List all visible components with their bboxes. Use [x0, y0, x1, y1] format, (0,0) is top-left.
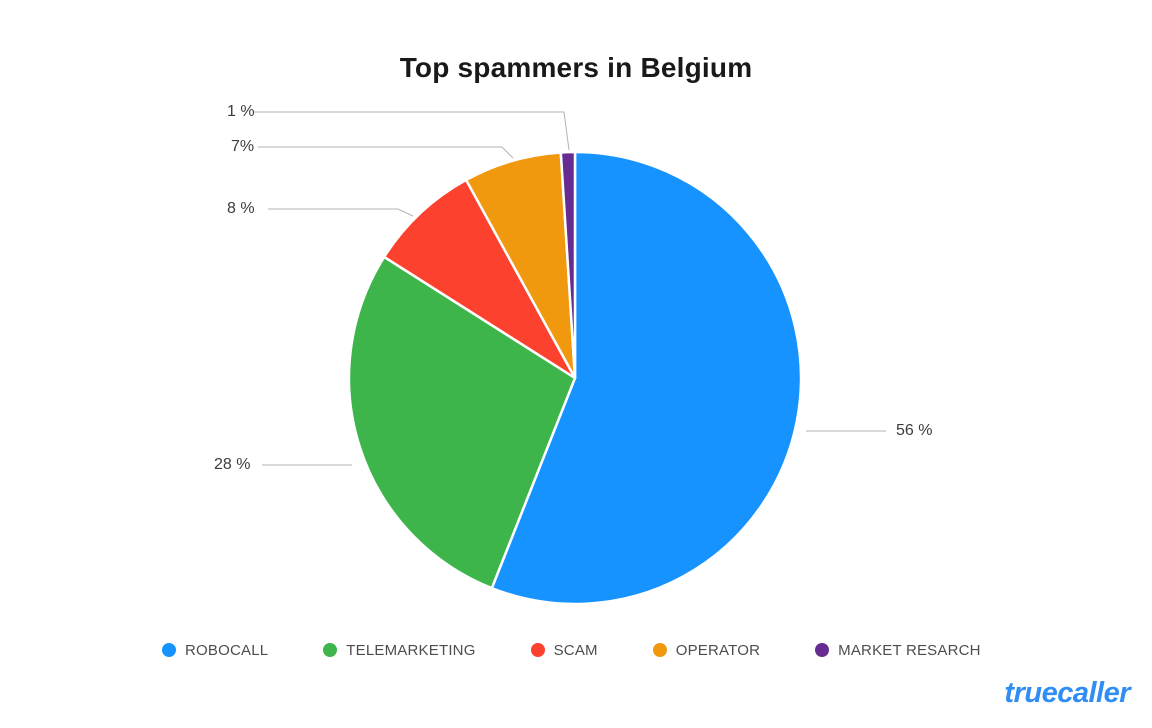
legend-label-scam: SCAM: [553, 641, 598, 659]
legend-item-scam[interactable]: SCAM: [530, 641, 598, 659]
truecaller-logo: truecaller: [1004, 677, 1130, 709]
pct-label-scam: 8 %: [227, 200, 255, 217]
pie-slice-robocall[interactable]: [490, 150, 803, 606]
pct-label-robocall: 56 %: [896, 422, 933, 439]
legend-label-market-resarch: MARKET RESARCH: [838, 641, 981, 659]
pie: [347, 150, 803, 606]
pie-slice-market-resarch[interactable]: [559, 150, 577, 380]
legend-item-telemarketing[interactable]: TELEMARKETING: [323, 642, 475, 659]
legend-label-robocall: ROBOCALL: [185, 641, 269, 659]
legend-swatch-market-resarch: [815, 643, 830, 657]
callout-line-scam: [268, 208, 414, 217]
legend-label-telemarketing: TELEMARKETING: [346, 641, 476, 659]
pie-slice-telemarketing[interactable]: [347, 255, 577, 590]
legend: ROBOCALL TELEMARKETING SCAM OPERATOR MAR…: [162, 638, 981, 662]
pie-slice-scam[interactable]: [382, 178, 577, 380]
pct-label-telemarketing: 28 %: [214, 456, 251, 473]
legend-swatch-robocall: [162, 643, 176, 657]
legend-item-operator[interactable]: OPERATOR: [652, 641, 761, 659]
chart-title: Top spammers in Belgium: [399, 52, 753, 83]
callout-line-market-resarch: [253, 111, 570, 151]
pct-label-market-resarch: 1 %: [227, 103, 255, 120]
legend-swatch-scam: [530, 643, 545, 657]
legend-item-robocall[interactable]: ROBOCALL: [162, 642, 268, 659]
callout-line-operator: [258, 146, 514, 159]
legend-item-market-resarch[interactable]: MARKET RESARCH: [815, 642, 981, 659]
legend-label-operator: OPERATOR: [675, 641, 761, 659]
callout-lines: [253, 111, 886, 466]
legend-swatch-operator: [652, 643, 667, 657]
legend-swatch-telemarketing: [323, 643, 338, 657]
pct-label-operator: 7%: [231, 138, 255, 155]
